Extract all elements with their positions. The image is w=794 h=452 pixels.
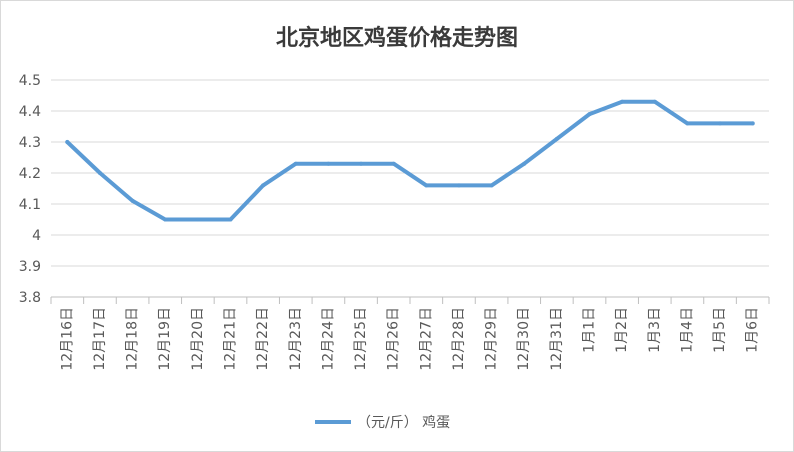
y-tick-label: 4.2 xyxy=(19,166,41,182)
data-point xyxy=(750,121,755,126)
x-tick-label: 1月2日 xyxy=(614,307,630,353)
x-tick-label: 12月16日 xyxy=(59,307,75,371)
y-tick-label: 4 xyxy=(32,228,41,244)
x-tick-label: 12月27日 xyxy=(418,307,434,371)
legend-label: （元/斤） 鸡蛋 xyxy=(357,414,450,431)
data-point xyxy=(554,136,559,141)
data-point xyxy=(359,161,364,166)
x-tick-label: 12月28日 xyxy=(451,307,467,371)
legend: （元/斤） 鸡蛋 xyxy=(315,414,450,431)
x-tick-label: 12月18日 xyxy=(125,307,141,371)
x-tick-label: 12月24日 xyxy=(320,307,336,371)
data-point xyxy=(293,161,298,166)
data-point xyxy=(456,183,461,188)
data-point xyxy=(522,161,527,166)
data-point xyxy=(424,183,429,188)
data-point xyxy=(391,161,396,166)
x-tick-label: 12月26日 xyxy=(386,307,402,371)
x-tick-label: 12月29日 xyxy=(484,307,500,371)
data-point xyxy=(261,183,266,188)
x-tick-label: 12月22日 xyxy=(255,307,271,371)
y-tick-label: 4.3 xyxy=(19,135,41,151)
x-tick-label: 1月1日 xyxy=(582,307,598,353)
y-tick-label: 4.4 xyxy=(19,104,41,120)
x-tick-label: 1月3日 xyxy=(647,307,663,353)
y-tick-label: 3.9 xyxy=(19,259,41,275)
x-tick-label: 1月6日 xyxy=(745,307,761,353)
x-tick-label: 12月17日 xyxy=(92,307,108,371)
data-point xyxy=(130,198,135,203)
x-tick-label: 12月20日 xyxy=(190,307,206,371)
data-point xyxy=(620,99,625,104)
gridlines xyxy=(51,79,769,267)
x-tick-label: 12月23日 xyxy=(288,307,304,371)
x-tick-label: 12月31日 xyxy=(549,307,565,371)
series-layer xyxy=(65,99,755,222)
data-point xyxy=(195,217,200,222)
data-point xyxy=(587,112,592,117)
y-tick-label: 4.1 xyxy=(19,197,41,213)
x-axis: 12月16日 12月17日 12月18日 12月19日 12月20日 12月21日 12月2… xyxy=(50,296,770,371)
y-tick-label: 3.8 xyxy=(19,290,41,306)
x-tick-label: 12月30日 xyxy=(516,307,532,371)
data-point xyxy=(685,121,690,126)
series-line xyxy=(65,99,755,222)
data-point xyxy=(326,161,331,166)
x-tick-label: 12月19日 xyxy=(157,307,173,371)
data-point xyxy=(718,121,723,126)
x-tick-label: 1月5日 xyxy=(712,307,728,353)
x-tick-label: 12月25日 xyxy=(353,307,369,371)
data-point xyxy=(228,217,233,222)
chart-title: 北京地区鸡蛋价格走势图 xyxy=(276,25,518,51)
data-point xyxy=(489,183,494,188)
data-point xyxy=(97,171,102,175)
data-point xyxy=(65,140,70,144)
x-tick-label: 1月4日 xyxy=(679,307,695,353)
x-tick-label: 12月21日 xyxy=(223,307,239,371)
y-axis: 3.8 3.9 4 4.1 4.2 4.3 4.4 4.5 xyxy=(19,73,41,306)
y-tick-label: 4.5 xyxy=(19,73,41,89)
data-point xyxy=(163,217,168,222)
data-point xyxy=(652,99,657,104)
